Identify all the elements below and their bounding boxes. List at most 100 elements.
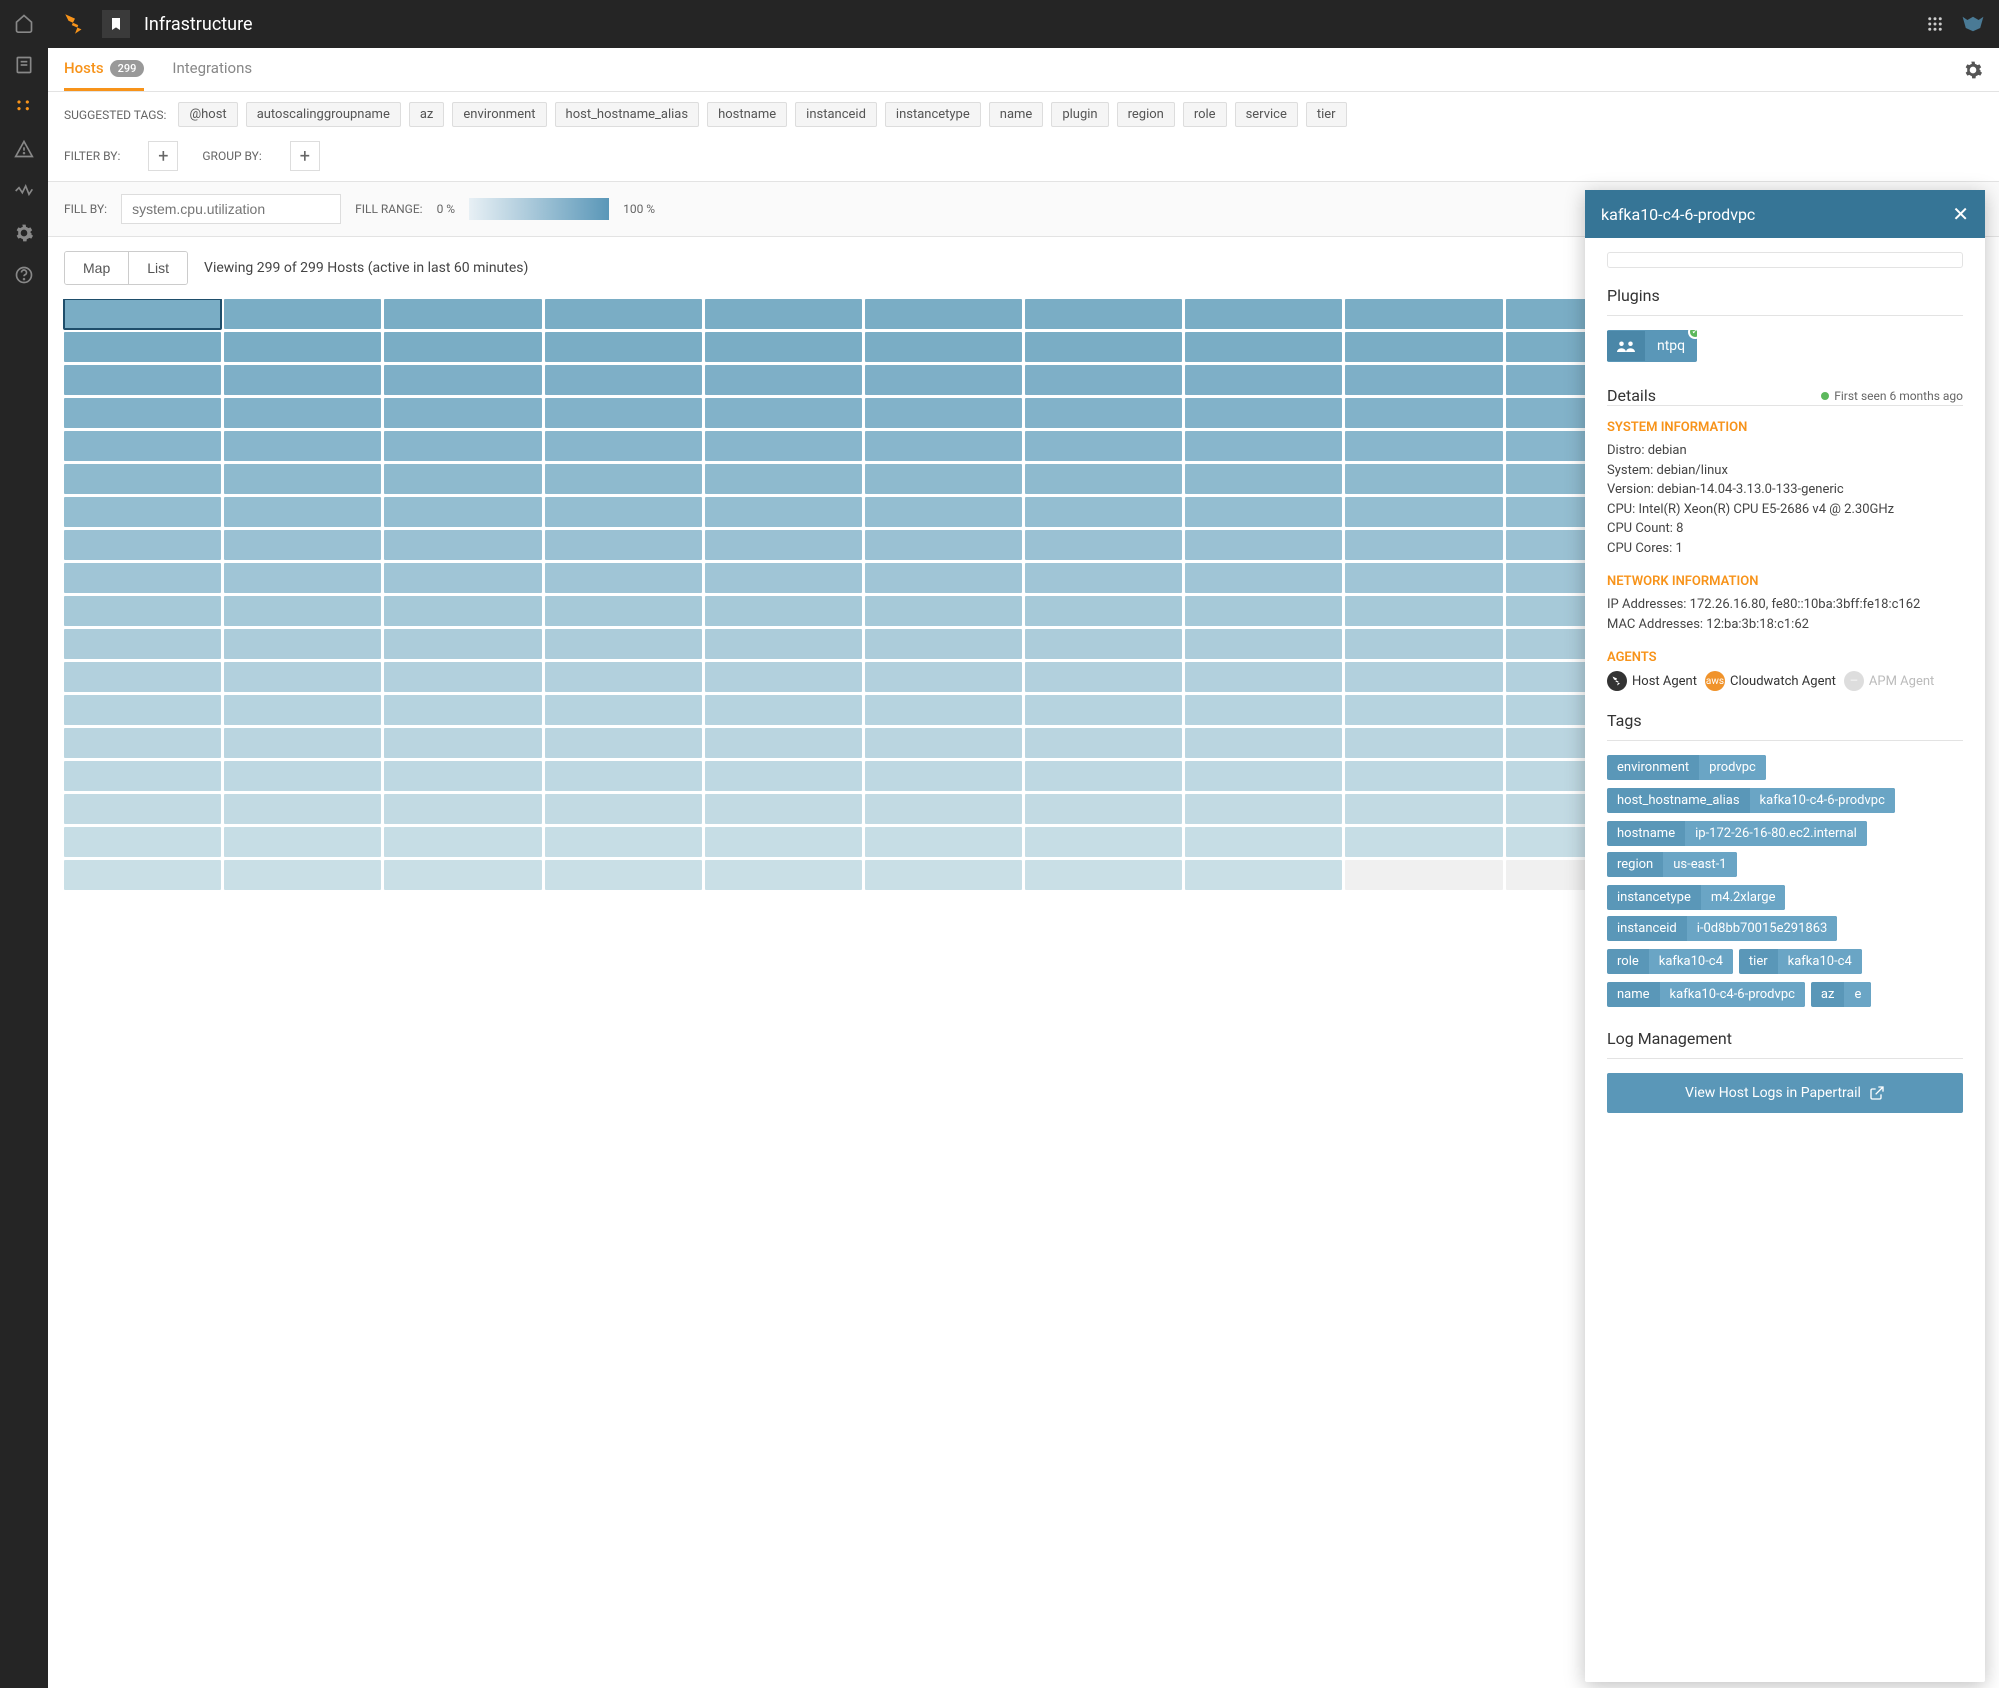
- heatmap-cell[interactable]: [384, 794, 541, 824]
- heatmap-cell[interactable]: [1345, 332, 1502, 362]
- heatmap-cell[interactable]: [865, 662, 1022, 692]
- heatmap-cell[interactable]: [1345, 497, 1502, 527]
- view-map-button[interactable]: Map: [65, 252, 129, 284]
- heatmap-cell[interactable]: [1345, 695, 1502, 725]
- heatmap-cell[interactable]: [384, 497, 541, 527]
- heatmap-cell[interactable]: [705, 497, 862, 527]
- heatmap-cell[interactable]: [865, 596, 1022, 626]
- heatmap-cell[interactable]: [384, 464, 541, 494]
- host-tag[interactable]: namekafka10-c4-6-prodvpc: [1607, 982, 1805, 1007]
- heatmap-cell[interactable]: [384, 332, 541, 362]
- heatmap-cell[interactable]: [224, 398, 381, 428]
- heatmap-cell[interactable]: [1345, 563, 1502, 593]
- heatmap-cell[interactable]: [224, 332, 381, 362]
- product-logo-icon[interactable]: [1961, 12, 1985, 36]
- heatmap-cell[interactable]: [705, 860, 862, 890]
- suggested-tag[interactable]: environment: [452, 102, 546, 127]
- heatmap-cell[interactable]: [1345, 827, 1502, 857]
- heatmap-cell[interactable]: [64, 431, 221, 461]
- heatmap-cell[interactable]: [224, 563, 381, 593]
- heatmap-cell[interactable]: [705, 530, 862, 560]
- heatmap-cell[interactable]: [705, 761, 862, 791]
- host-tag[interactable]: host_hostname_aliaskafka10-c4-6-prodvpc: [1607, 788, 1895, 813]
- heatmap-cell[interactable]: [224, 761, 381, 791]
- heatmap-cell[interactable]: [705, 398, 862, 428]
- heatmap-cell[interactable]: [1345, 464, 1502, 494]
- metrics-icon[interactable]: [13, 180, 35, 202]
- heatmap-cell[interactable]: [1185, 860, 1342, 890]
- heatmap-cell[interactable]: [1185, 563, 1342, 593]
- heatmap-cell[interactable]: [545, 431, 702, 461]
- heatmap-cell[interactable]: [865, 365, 1022, 395]
- heatmap-cell[interactable]: [545, 596, 702, 626]
- heatmap-cell[interactable]: [64, 827, 221, 857]
- heatmap-cell[interactable]: [865, 497, 1022, 527]
- heatmap-cell[interactable]: [224, 860, 381, 890]
- heatmap-cell[interactable]: [545, 299, 702, 329]
- heatmap-cell[interactable]: [1185, 596, 1342, 626]
- heatmap-cell[interactable]: [224, 794, 381, 824]
- heatmap-cell[interactable]: [1185, 464, 1342, 494]
- heatmap-cell[interactable]: [545, 695, 702, 725]
- heatmap-cell[interactable]: [1185, 629, 1342, 659]
- heatmap-cell[interactable]: [64, 497, 221, 527]
- heatmap-cell[interactable]: [705, 464, 862, 494]
- heatmap-cell[interactable]: [384, 299, 541, 329]
- heatmap-cell[interactable]: [64, 398, 221, 428]
- heatmap-cell[interactable]: [545, 332, 702, 362]
- heatmap-cell[interactable]: [1025, 695, 1182, 725]
- suggested-tag[interactable]: hostname: [707, 102, 787, 127]
- heatmap-cell[interactable]: [705, 365, 862, 395]
- heatmap-cell[interactable]: [545, 398, 702, 428]
- heatmap-cell[interactable]: [705, 794, 862, 824]
- heatmap-cell[interactable]: [1185, 761, 1342, 791]
- plugin-chip[interactable]: ntpq ✓: [1607, 330, 1697, 362]
- heatmap-cell[interactable]: [1025, 629, 1182, 659]
- heatmap-cell[interactable]: [224, 629, 381, 659]
- heatmap-cell[interactable]: [865, 728, 1022, 758]
- apps-icon[interactable]: [1923, 12, 1947, 36]
- heatmap-cell[interactable]: [865, 332, 1022, 362]
- suggested-tag[interactable]: instanceid: [795, 102, 877, 127]
- heatmap-cell[interactable]: [1025, 596, 1182, 626]
- suggested-tag[interactable]: az: [409, 102, 445, 127]
- heatmap-cell[interactable]: [224, 662, 381, 692]
- heatmap-cell[interactable]: [545, 860, 702, 890]
- heatmap-cell[interactable]: [1185, 497, 1342, 527]
- heatmap-cell[interactable]: [1345, 860, 1502, 890]
- heatmap-cell[interactable]: [224, 695, 381, 725]
- host-tag[interactable]: environmentprodvpc: [1607, 755, 1766, 780]
- heatmap-cell[interactable]: [1025, 794, 1182, 824]
- heatmap-cell[interactable]: [865, 464, 1022, 494]
- heatmap-cell[interactable]: [1345, 794, 1502, 824]
- heatmap-cell[interactable]: [1345, 728, 1502, 758]
- heatmap-cell[interactable]: [705, 563, 862, 593]
- heatmap-cell[interactable]: [1025, 827, 1182, 857]
- heatmap-cell[interactable]: [384, 563, 541, 593]
- heatmap-cell[interactable]: [545, 563, 702, 593]
- heatmap-cell[interactable]: [1185, 332, 1342, 362]
- gear-icon[interactable]: [1963, 60, 1983, 80]
- heatmap-cell[interactable]: [865, 827, 1022, 857]
- heatmap-cell[interactable]: [384, 530, 541, 560]
- heatmap-cell[interactable]: [384, 728, 541, 758]
- alert-icon[interactable]: [13, 138, 35, 160]
- suggested-tag[interactable]: autoscalinggroupname: [246, 102, 401, 127]
- heatmap-cell[interactable]: [1025, 497, 1182, 527]
- heatmap-cell[interactable]: [384, 596, 541, 626]
- heatmap-cell[interactable]: [1185, 662, 1342, 692]
- heatmap-cell[interactable]: [224, 530, 381, 560]
- groupby-add-button[interactable]: +: [290, 141, 320, 171]
- heatmap-cell[interactable]: [545, 761, 702, 791]
- heatmap-cell[interactable]: [224, 827, 381, 857]
- heatmap-cell[interactable]: [545, 530, 702, 560]
- heatmap-cell[interactable]: [224, 464, 381, 494]
- heatmap-cell[interactable]: [384, 629, 541, 659]
- tab-hosts[interactable]: Hosts299: [64, 48, 144, 91]
- home-icon[interactable]: [13, 12, 35, 34]
- heatmap-cell[interactable]: [64, 530, 221, 560]
- view-logs-button[interactable]: View Host Logs in Papertrail: [1607, 1073, 1963, 1113]
- bookmark-icon[interactable]: [102, 10, 130, 38]
- heatmap-cell[interactable]: [1185, 827, 1342, 857]
- heatmap-cell[interactable]: [224, 497, 381, 527]
